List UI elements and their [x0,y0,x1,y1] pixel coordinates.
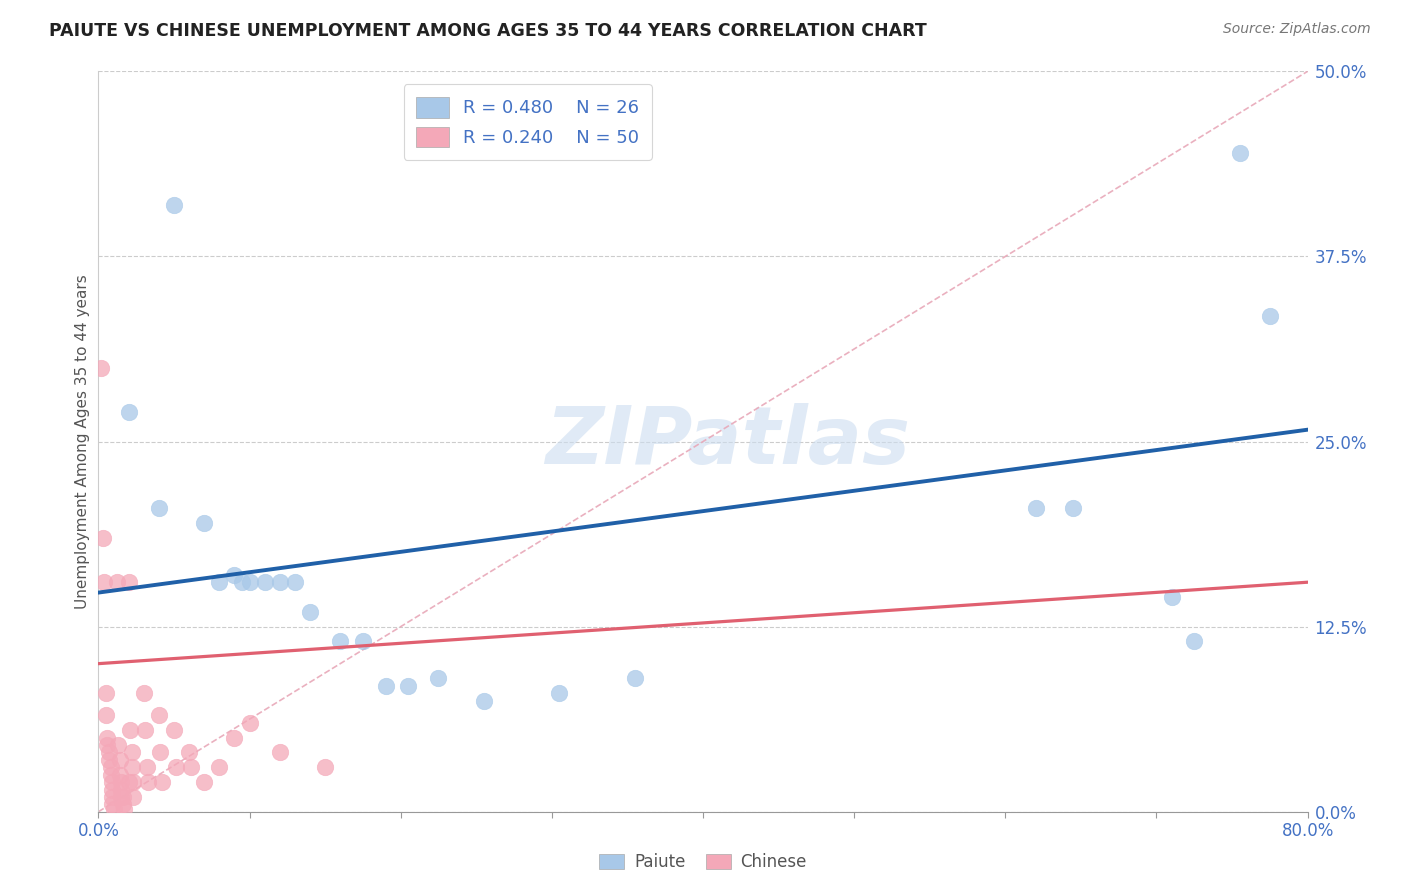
Point [165,760,187,774]
Point [100,767,122,781]
Point [1182,634,1205,648]
Point [239,575,262,590]
Point [239,715,262,730]
Point [149,746,172,760]
Point [121,746,143,760]
Point [150,775,173,789]
Text: PAIUTE VS CHINESE UNEMPLOYMENT AMONG AGES 35 TO 44 YEARS CORRELATION CHART: PAIUTE VS CHINESE UNEMPLOYMENT AMONG AGE… [49,22,927,40]
Point [208,575,231,590]
Point [208,760,231,774]
Point [93,575,115,590]
Point [269,746,291,760]
Point [100,760,122,774]
Point [101,797,124,812]
Point [427,672,450,686]
Point [135,760,157,774]
Point [101,789,124,804]
Point [374,679,396,693]
Point [132,686,155,700]
Point [1258,309,1281,323]
Point [548,686,571,700]
Point [98,746,121,760]
Point [96,738,118,752]
Point [103,802,125,816]
Point [314,760,336,774]
Point [136,775,159,789]
Point [1160,590,1182,604]
Point [111,789,134,804]
Point [163,197,186,211]
Point [101,782,124,797]
Point [110,789,132,804]
Point [193,775,215,789]
Point [105,575,128,590]
Point [118,575,141,590]
Point [111,797,134,812]
Point [110,775,132,789]
Point [472,694,495,708]
Point [1229,145,1251,160]
Point [122,789,145,804]
Point [101,775,124,789]
Point [269,575,291,590]
Text: Source: ZipAtlas.com: Source: ZipAtlas.com [1223,22,1371,37]
Point [120,723,142,738]
Point [1024,501,1046,516]
Point [299,605,322,619]
Point [90,360,112,375]
Point [94,686,117,700]
Point [118,775,141,789]
Point [253,575,276,590]
Point [134,723,156,738]
Point [122,775,145,789]
Point [107,738,129,752]
Point [180,760,202,774]
Point [148,708,170,723]
Point [118,405,141,419]
Y-axis label: Unemployment Among Ages 35 to 44 years: Unemployment Among Ages 35 to 44 years [75,274,90,609]
Point [193,516,215,530]
Point [108,767,131,781]
Legend: Paiute, Chinese: Paiute, Chinese [591,845,815,880]
Point [396,679,419,693]
Point [352,634,374,648]
Legend: R = 0.480    N = 26, R = 0.240    N = 50: R = 0.480 N = 26, R = 0.240 N = 50 [404,84,652,160]
Point [96,731,118,745]
Point [284,575,307,590]
Point [231,575,253,590]
Text: ZIPatlas: ZIPatlas [544,402,910,481]
Point [91,531,114,545]
Point [179,746,201,760]
Point [108,753,131,767]
Point [94,708,117,723]
Point [121,760,143,774]
Point [110,782,132,797]
Point [624,672,647,686]
Point [112,802,135,816]
Point [98,753,121,767]
Point [224,731,246,745]
Point [329,634,352,648]
Point [148,501,170,516]
Point [1062,501,1084,516]
Point [163,723,186,738]
Point [224,567,246,582]
